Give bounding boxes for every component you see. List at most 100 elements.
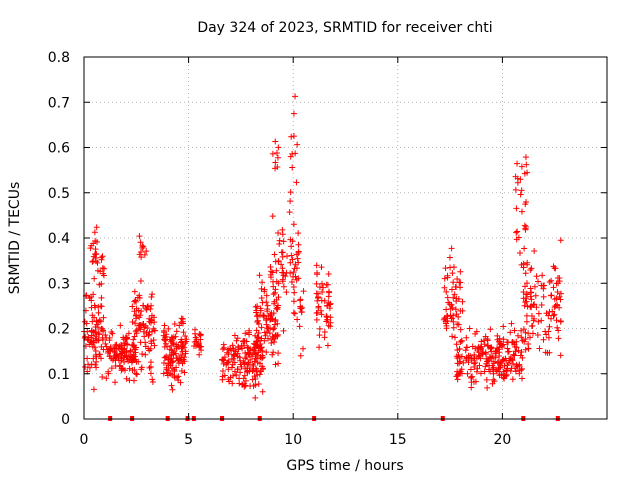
data-point	[531, 283, 538, 290]
data-point	[274, 163, 281, 170]
data-point	[127, 348, 134, 355]
data-point	[198, 343, 205, 350]
data-point	[86, 295, 93, 302]
data-point	[481, 368, 488, 375]
x-tick-label: 15	[389, 432, 407, 448]
data-point	[112, 379, 119, 386]
data-point	[179, 316, 186, 323]
data-point	[476, 352, 483, 359]
data-point	[180, 329, 187, 336]
data-point	[196, 331, 203, 338]
data-point	[453, 341, 460, 348]
data-point	[444, 294, 451, 301]
data-point	[477, 370, 484, 377]
data-point	[263, 299, 270, 306]
data-point	[219, 346, 226, 353]
data-point	[81, 318, 88, 325]
data-point	[318, 264, 325, 271]
data-point	[518, 187, 525, 194]
data-point	[95, 309, 102, 316]
data-point	[150, 325, 157, 332]
data-point	[253, 342, 260, 349]
y-tick-label: 0.2	[48, 322, 70, 338]
data-point	[271, 338, 278, 345]
data-point	[554, 302, 561, 309]
data-point	[258, 324, 265, 331]
data-point	[93, 358, 100, 365]
axis-ticks: 0 0.1 0.2 0.3 0.4 0.5 0.6 0.7 0.8 0 5 10 15 20	[48, 50, 607, 448]
data-point	[546, 308, 553, 315]
data-point	[132, 320, 139, 327]
data-point	[293, 179, 300, 186]
data-point	[98, 254, 105, 261]
data-point	[92, 351, 99, 358]
data-point	[233, 371, 240, 378]
data-point	[550, 312, 557, 319]
data-point	[132, 370, 139, 377]
data-point	[241, 383, 248, 390]
data-point	[146, 364, 153, 371]
data-point	[242, 377, 249, 384]
data-point	[503, 357, 510, 364]
data-point	[443, 288, 450, 295]
data-point	[538, 317, 545, 324]
data-point	[298, 305, 305, 312]
data-point	[528, 296, 535, 303]
data-point	[263, 321, 270, 328]
data-point	[467, 366, 474, 373]
data-point	[242, 365, 249, 372]
data-point	[264, 308, 271, 315]
data-point	[286, 209, 293, 216]
data-point	[522, 336, 529, 343]
data-point	[318, 311, 325, 318]
data-point	[124, 335, 131, 342]
data-point	[555, 280, 562, 287]
data-point	[513, 205, 520, 212]
data-point	[463, 334, 470, 341]
data-point	[518, 334, 525, 341]
data-point	[452, 283, 459, 290]
data-point	[244, 344, 251, 351]
data-point	[99, 265, 106, 272]
data-point	[551, 304, 558, 311]
data-point	[99, 374, 106, 381]
data-point	[169, 386, 176, 393]
data-point	[488, 344, 495, 351]
data-point	[540, 293, 547, 300]
data-point	[521, 338, 528, 345]
data-point	[291, 310, 298, 317]
data-point	[292, 93, 299, 100]
data-point	[275, 144, 282, 151]
data-point	[504, 345, 511, 352]
data-point	[173, 328, 180, 335]
data-point	[495, 358, 502, 365]
data-point	[171, 374, 178, 381]
data-point	[519, 354, 526, 361]
data-point	[523, 280, 530, 287]
data-point	[252, 376, 259, 383]
data-point	[123, 375, 130, 382]
data-point	[441, 275, 448, 282]
data-point	[133, 371, 140, 378]
data-point	[456, 279, 463, 286]
data-point	[447, 312, 454, 319]
data-point	[254, 312, 261, 319]
data-point	[500, 323, 507, 330]
data-point	[131, 288, 138, 295]
data-point	[325, 271, 332, 278]
data-point	[254, 303, 261, 310]
data-point	[221, 372, 228, 379]
data-point	[443, 306, 450, 313]
data-point	[449, 270, 456, 277]
data-point	[219, 368, 226, 375]
data-point	[246, 351, 253, 358]
data-point	[458, 338, 465, 345]
data-point	[483, 376, 490, 383]
data-point	[279, 226, 286, 233]
data-point	[148, 338, 155, 345]
data-point	[295, 248, 302, 255]
data-point	[181, 369, 188, 376]
data-point	[144, 325, 151, 332]
data-point	[457, 268, 464, 275]
data-point	[137, 239, 144, 246]
